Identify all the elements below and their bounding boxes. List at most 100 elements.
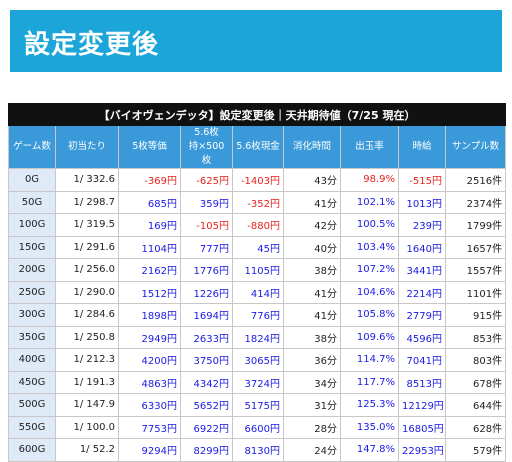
table-cell: 450G <box>8 370 56 394</box>
table-cell: 3724円 <box>232 370 284 394</box>
table-cell: 41分 <box>283 190 341 214</box>
column-header: 5.6枚 持×500枚 <box>180 125 233 169</box>
table-cell: 50G <box>8 190 56 214</box>
column-header: 時給 <box>398 125 446 169</box>
table-cell: 1/ 147.9 <box>55 393 119 417</box>
table-cell: 41分 <box>283 303 341 327</box>
banner-title: 設定変更後 <box>24 30 160 60</box>
table-cell: 1776円 <box>180 258 233 282</box>
table-cell: 4200円 <box>118 348 181 372</box>
table-cell: 28分 <box>283 415 341 439</box>
table-cell: 500G <box>8 393 56 417</box>
table-cell: 107.2% <box>340 258 399 282</box>
table-cell: 38分 <box>283 258 341 282</box>
table-cell: 16805円 <box>398 415 446 439</box>
table-cell: 1/ 100.0 <box>55 415 119 439</box>
table-cell: 2633円 <box>180 325 233 349</box>
table-cell: 34分 <box>283 370 341 394</box>
table-cell: 98.9% <box>340 168 399 192</box>
table-cell: 8513円 <box>398 370 446 394</box>
table-cell: 100.5% <box>340 213 399 237</box>
table-cell: 1657件 <box>444 235 507 259</box>
table-body: 0G 1/ 332.6 -369円 -625円 -1403円 43分 98.9% -515円 2… <box>8 168 507 462</box>
table-cell: 2162円 <box>118 258 181 282</box>
table-cell: 6922円 <box>180 415 233 439</box>
table-cell: 6600円 <box>232 415 284 439</box>
table-cell: 414円 <box>232 280 284 304</box>
table-cell: 1/ 291.6 <box>55 235 119 259</box>
table-cell: 41分 <box>283 280 341 304</box>
table-row: 450G 1/ 191.3 4863円 4342円 3724円 34分 117.7% 8513… <box>8 370 507 394</box>
table-cell: 678件 <box>444 370 507 394</box>
table-cell: -880円 <box>232 213 284 237</box>
column-header: 消化時間 <box>283 125 341 169</box>
table-cell: 24分 <box>283 438 341 462</box>
table-cell: 1557件 <box>444 258 507 282</box>
table-cell: 1/ 256.0 <box>55 258 119 282</box>
table-cell: 4863円 <box>118 370 181 394</box>
table-cell: 239円 <box>398 213 446 237</box>
column-header: サンプル数 <box>444 125 507 169</box>
table-cell: 109.6% <box>340 325 399 349</box>
table-row: 0G 1/ 332.6 -369円 -625円 -1403円 43分 98.9% -515円 2… <box>8 168 507 192</box>
table-cell: 135.0% <box>340 415 399 439</box>
table-cell: 776円 <box>232 303 284 327</box>
table-row: 50G 1/ 298.7 685円 359円 -352円 41分 102.1% 1013円 23… <box>8 190 507 214</box>
table-row: 350G 1/ 250.8 2949円 2633円 1824円 38分 109.6% 4596… <box>8 325 507 349</box>
table-cell: -625円 <box>180 168 233 192</box>
table-cell: 1640円 <box>398 235 446 259</box>
table-cell: -515円 <box>398 168 446 192</box>
table-row: 400G 1/ 212.3 4200円 3750円 3065円 36分 114.7% 7041… <box>8 348 507 372</box>
table-cell: 1/ 319.5 <box>55 213 119 237</box>
table-row: 250G 1/ 290.0 1512円 1226円 414円 41分 104.6% 2214円… <box>8 280 507 304</box>
column-header: 5.6枚現金 <box>232 125 284 169</box>
table-cell: 4342円 <box>180 370 233 394</box>
table-cell: 1/ 332.6 <box>55 168 119 192</box>
table-cell: 7753円 <box>118 415 181 439</box>
table-cell: 103.4% <box>340 235 399 259</box>
table-cell: 579件 <box>444 438 507 462</box>
table-cell: 125.3% <box>340 393 399 417</box>
table-cell: 2516件 <box>444 168 507 192</box>
table-cell: 915件 <box>444 303 507 327</box>
table-row: 600G 1/ 52.2 9294円 8299円 8130円 24分 147.8% 22953… <box>8 438 507 462</box>
table-cell: 359円 <box>180 190 233 214</box>
table-cell: 2949円 <box>118 325 181 349</box>
table-cell: 8299円 <box>180 438 233 462</box>
table-cell: 3750円 <box>180 348 233 372</box>
column-header: 5枚等価 <box>118 125 181 169</box>
table-cell: 628件 <box>444 415 507 439</box>
table-cell: -105円 <box>180 213 233 237</box>
table-row: 200G 1/ 256.0 2162円 1776円 1105円 38分 107.2% 3441… <box>8 258 507 282</box>
table-cell: 45円 <box>232 235 284 259</box>
table-cell: 685円 <box>118 190 181 214</box>
table-cell: 150G <box>8 235 56 259</box>
table-cell: 1013円 <box>398 190 446 214</box>
table-cell: 300G <box>8 303 56 327</box>
table-cell: 1/ 212.3 <box>55 348 119 372</box>
table-row: 300G 1/ 284.6 1898円 1694円 776円 41分 105.8% 2779円… <box>8 303 507 327</box>
column-header: ゲーム数 <box>8 125 56 169</box>
table-cell: 1/ 250.8 <box>55 325 119 349</box>
table-cell: 40分 <box>283 235 341 259</box>
table-cell: -1403円 <box>232 168 284 192</box>
column-header: 出玉率 <box>340 125 399 169</box>
table-cell: 36分 <box>283 348 341 372</box>
table-row: 500G 1/ 147.9 6330円 5652円 5175円 31分 125.3% 1212… <box>8 393 507 417</box>
table-cell: 550G <box>8 415 56 439</box>
table-cell: 1101件 <box>444 280 507 304</box>
table-cell: 1694円 <box>180 303 233 327</box>
table-cell: 12129円 <box>398 393 446 417</box>
table-cell: 1105円 <box>232 258 284 282</box>
table-cell: 147.8% <box>340 438 399 462</box>
table-cell: 1/ 191.3 <box>55 370 119 394</box>
table-cell: 777円 <box>180 235 233 259</box>
table-cell: 0G <box>8 168 56 192</box>
table-cell: 1512円 <box>118 280 181 304</box>
table-row: 150G 1/ 291.6 1104円 777円 45円 40分 103.4% 1640円 16… <box>8 235 507 259</box>
table-row: 550G 1/ 100.0 7753円 6922円 6600円 28分 135.0% 1680… <box>8 415 507 439</box>
table-cell: 3441円 <box>398 258 446 282</box>
table-cell: 117.7% <box>340 370 399 394</box>
table-cell: 853件 <box>444 325 507 349</box>
